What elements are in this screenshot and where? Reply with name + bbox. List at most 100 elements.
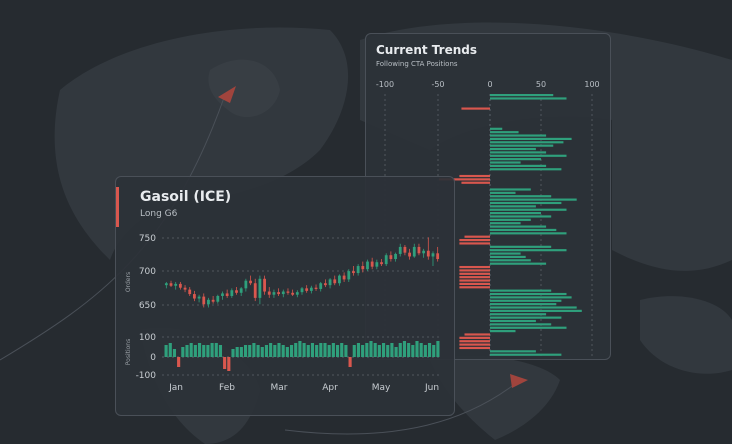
position-bar [289,345,294,357]
x-tick-label: Mar [271,383,288,393]
trend-bar [490,205,536,208]
position-bar [298,341,302,357]
trend-bar [490,141,564,144]
y-tick-label: 750 [139,234,156,244]
trend-bar [490,296,572,299]
orders-axis-label: Orders [125,272,132,292]
position-bars [164,341,440,371]
trend-bar [490,168,562,171]
trend-bar [490,228,557,232]
position-bar [252,343,256,357]
accent-bar [116,187,119,227]
trends-subtitle: Following CTA Positions [376,60,458,68]
position-bar [377,345,381,357]
trend-bar [490,313,547,316]
gasoil-panel: Gasoil (ICE) Long G6 Orders Positions 75… [115,176,455,416]
candle-body [193,294,196,299]
trend-bars [439,94,582,356]
position-bar [172,349,177,357]
position-bar [285,347,289,357]
trend-bar [490,154,567,157]
position-bar [315,345,319,357]
trend-bar [490,94,554,97]
trend-bar [439,178,490,181]
position-bar [340,343,344,357]
candle-body [375,262,379,267]
trend-bar [490,137,572,141]
candle-body [235,290,238,293]
trend-bar [459,346,490,350]
position-bar [260,347,264,357]
position-bar [235,347,239,357]
position-bar [227,357,231,371]
candle-body [286,291,290,293]
positions-tick-label: 0 [150,353,156,363]
candle-body [347,271,351,280]
flight-route-arrow [218,86,236,103]
candle-body [230,290,234,296]
greenland-landmass [208,59,280,118]
position-bar [264,345,269,357]
trend-bar [490,292,567,296]
candle-body [211,299,215,302]
trend-bar [490,212,541,215]
trend-bar [490,289,552,292]
position-bar [189,343,193,357]
trend-bar [490,158,541,161]
candle-body [305,288,309,291]
trend-bar [459,279,490,282]
candle-body [380,262,383,265]
trend-bar [490,299,562,302]
candle-body [333,279,337,284]
flight-route-line [284,379,521,435]
candle-body [356,266,360,274]
candle-body [202,296,206,305]
trend-bar [490,151,547,154]
trend-bar [461,107,490,110]
positions-tick-label: 100 [139,333,156,343]
candle-body [188,289,192,295]
x-tick-label: May [372,383,391,393]
position-bar [193,345,197,357]
position-bar [352,345,356,357]
trend-bar [461,181,490,184]
position-bar [248,345,252,357]
trend-bar [490,323,552,326]
x-tick-label: Jan [168,383,183,393]
trend-bar [490,131,519,134]
trend-bar [490,222,521,225]
candle-body [352,271,355,274]
trend-bar [490,127,503,130]
position-bar [365,343,369,357]
candle-body [263,278,266,292]
position-bar [361,345,365,357]
trend-bar [490,259,531,262]
candle-body [398,246,402,254]
flight-route-arrow [510,374,528,388]
trend-bar [459,265,490,269]
candle-body [389,255,393,260]
position-bar [411,345,415,357]
candle-body [225,293,229,296]
candle-body [258,278,262,298]
position-bar [214,343,218,357]
trend-bar [490,309,582,312]
position-bar [369,341,373,357]
x-tick-labels: Jan Feb Mar Apr May Jun [168,383,439,393]
position-bar [302,343,306,357]
trend-bar [459,269,490,272]
candle-body [394,253,397,260]
trend-bar [490,245,552,248]
trend-bar [490,319,536,323]
trend-bar [490,164,547,167]
position-bar [415,341,419,357]
cta-positions-chart: -100 -50 0 50 100 [376,80,600,357]
trend-bar [490,144,554,147]
position-bar [256,345,260,357]
position-bar [398,343,402,357]
x-tick-label: Feb [219,383,235,393]
position-bar [310,343,315,357]
trend-bar [490,252,521,255]
position-bar [423,345,427,357]
trend-bar [459,343,490,346]
